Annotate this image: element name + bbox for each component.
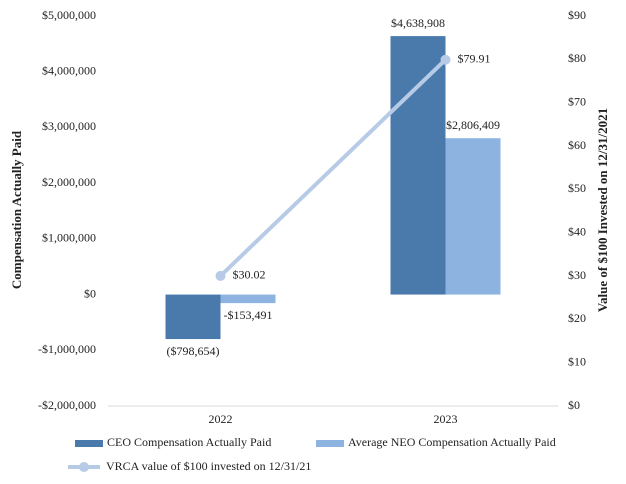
line-marker xyxy=(215,270,226,281)
y2-tick-label: $20 xyxy=(568,311,586,325)
y-tick-label: $2,000,000 xyxy=(42,175,96,189)
y-tick-label: -$1,000,000 xyxy=(38,342,96,356)
data-label: -$153,491 xyxy=(224,308,273,322)
y2-axis-title: Value of $100 Invested on 12/31/2021 xyxy=(595,108,610,312)
line xyxy=(219,58,447,278)
y2-tick-label: $80 xyxy=(568,51,586,65)
y2-tick-label: $10 xyxy=(568,354,586,368)
y-tick-label: $5,000,000 xyxy=(42,8,96,22)
y-tick-label: $3,000,000 xyxy=(42,119,96,133)
data-label: $79.91 xyxy=(458,51,491,65)
legend-label: VRCA value of $100 invested on 12/31/21 xyxy=(106,459,311,473)
y2-tick-label: $0 xyxy=(568,398,580,412)
y-tick-label: $1,000,000 xyxy=(42,231,96,245)
y-tick-label: -$2,000,000 xyxy=(38,398,96,412)
legend-label: CEO Compensation Actually Paid xyxy=(107,435,271,449)
data-label: $4,638,908 xyxy=(391,16,445,30)
x-tick-label: 2023 xyxy=(434,412,458,426)
y2-tick-label: $40 xyxy=(568,224,586,238)
data-label: $30.02 xyxy=(233,268,266,282)
y-tick-label: $4,000,000 xyxy=(42,63,96,77)
bar xyxy=(445,138,501,295)
bar xyxy=(165,294,221,340)
y2-tick-label: $30 xyxy=(568,268,586,282)
data-label: $2,806,409 xyxy=(446,118,500,132)
legend-swatch xyxy=(75,440,103,447)
y-axis-title: Compensation Actually Paid xyxy=(9,130,24,289)
bar xyxy=(390,36,446,295)
data-label: ($798,654) xyxy=(167,344,220,358)
legend-label: Average NEO Compensation Actually Paid xyxy=(348,435,556,449)
y2-tick-label: $90 xyxy=(568,8,586,22)
bar xyxy=(220,294,276,304)
y-tick-label: $0 xyxy=(84,286,96,300)
y2-tick-label: $60 xyxy=(568,138,586,152)
y2-tick-label: $70 xyxy=(568,94,586,108)
legend-marker xyxy=(79,462,89,472)
legend-swatch xyxy=(316,440,344,447)
y2-tick-label: $50 xyxy=(568,181,586,195)
x-tick-label: 2022 xyxy=(209,412,233,426)
line-marker xyxy=(440,54,451,65)
